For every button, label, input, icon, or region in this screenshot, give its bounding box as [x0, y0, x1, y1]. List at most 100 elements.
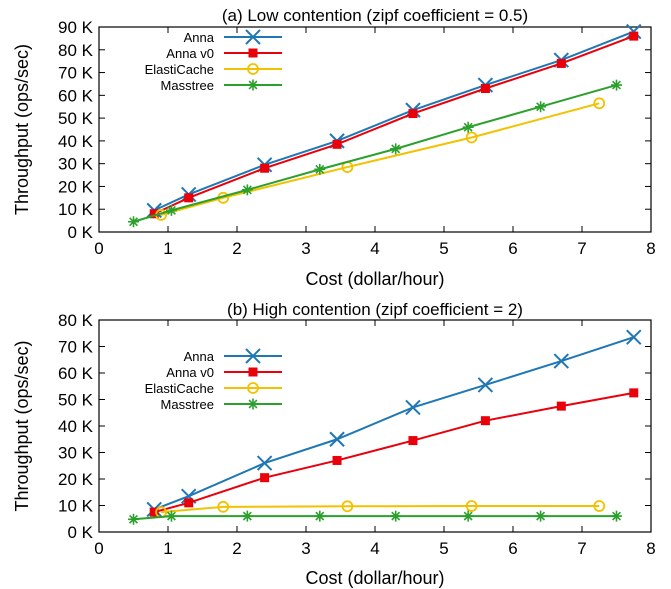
data-point — [462, 510, 474, 522]
legend-label: Anna v0 — [166, 365, 214, 380]
legend-swatch-marker — [248, 367, 258, 377]
x-tick-label: 4 — [370, 539, 379, 558]
series-anna-v0 — [149, 388, 639, 517]
data-point — [535, 510, 547, 522]
series-line — [133, 84, 617, 223]
data-point — [405, 399, 421, 416]
data-point — [626, 23, 642, 40]
x-tick-label: 8 — [646, 239, 655, 258]
data-point — [556, 401, 566, 411]
y-tick-label: 60 K — [58, 86, 94, 105]
data-point — [149, 507, 159, 517]
chart-title: (a) Low contention (zipf coefficient = 0… — [222, 6, 528, 25]
data-point — [260, 163, 270, 173]
data-point — [241, 510, 253, 522]
legend-swatch-marker — [248, 48, 258, 58]
data-point — [165, 510, 177, 522]
data-point — [128, 513, 139, 525]
series-masstree — [128, 510, 622, 525]
y-tick-label: 30 K — [58, 444, 94, 463]
data-point — [462, 121, 474, 133]
y-tick-label: 10 K — [58, 200, 94, 219]
data-point — [593, 97, 606, 110]
data-point — [480, 416, 490, 426]
legend-label: Masstree — [161, 78, 214, 93]
data-point — [149, 209, 159, 219]
legend-label: Anna — [184, 30, 215, 45]
legend-swatch-marker — [247, 79, 259, 91]
series-line — [153, 35, 635, 215]
legend-label: Anna — [184, 349, 215, 364]
data-point — [629, 31, 639, 41]
x-tick-label: 7 — [577, 239, 586, 258]
data-point — [217, 500, 230, 513]
panel-high-contention: (b) High contention (zipf coefficient = … — [12, 300, 656, 588]
data-point — [314, 163, 326, 175]
legend-swatch-marker — [247, 63, 259, 75]
data-point — [480, 84, 490, 93]
series-elasticache — [155, 97, 606, 221]
y-tick-label: 70 K — [58, 338, 94, 357]
x-tick-label: 7 — [577, 539, 586, 558]
x-tick-label: 6 — [508, 539, 517, 558]
data-point — [553, 353, 570, 369]
data-point — [260, 473, 270, 483]
data-point — [241, 184, 253, 196]
legend-swatch-marker — [245, 29, 261, 45]
legend-label: Masstree — [161, 397, 214, 412]
data-point — [535, 101, 547, 113]
y-tick-label: 0 K — [67, 223, 93, 242]
x-tick-label: 1 — [163, 239, 172, 258]
data-point — [477, 377, 494, 393]
y-tick-label: 0 K — [67, 523, 93, 542]
y-tick-label: 80 K — [58, 311, 94, 330]
x-tick-label: 0 — [94, 539, 103, 558]
series-line — [153, 336, 635, 511]
legend-swatch-marker — [247, 398, 259, 410]
data-point — [408, 109, 418, 119]
series-line — [133, 515, 617, 521]
data-point — [128, 216, 139, 228]
data-point — [332, 139, 342, 149]
x-tick-label: 2 — [232, 239, 241, 258]
series-line — [153, 30, 635, 212]
data-point — [256, 455, 273, 471]
data-point — [314, 510, 326, 522]
y-tick-label: 40 K — [58, 417, 94, 436]
x-tick-label: 5 — [439, 239, 448, 258]
data-point — [629, 388, 639, 398]
series-masstree — [128, 79, 622, 228]
series-elasticache — [155, 500, 606, 519]
data-point — [626, 329, 642, 345]
legend-label: ElastiCache — [145, 381, 214, 396]
x-tick-label: 2 — [232, 539, 241, 558]
x-tick-label: 5 — [439, 539, 448, 558]
x-tick-label: 6 — [508, 239, 517, 258]
y-tick-label: 20 K — [58, 470, 94, 489]
panel-low-contention: (a) Low contention (zipf coefficient = 0… — [12, 6, 656, 289]
data-point — [465, 131, 478, 144]
series-anna-v0 — [149, 31, 639, 219]
data-point — [332, 455, 342, 465]
x-axis-label: Cost (dollar/hour) — [305, 269, 444, 289]
data-point — [593, 500, 606, 512]
y-tick-label: 40 K — [58, 132, 94, 151]
plot-frame — [98, 319, 652, 533]
y-axis-label: Throughput (ops/sec) — [12, 44, 32, 215]
y-tick-label: 70 K — [58, 64, 94, 83]
y-tick-label: 30 K — [58, 155, 94, 174]
series-line — [161, 505, 600, 514]
x-tick-label: 0 — [94, 239, 103, 258]
x-tick-label: 3 — [301, 539, 310, 558]
data-point — [465, 500, 478, 512]
series-line — [153, 391, 634, 514]
y-tick-label: 10 K — [58, 497, 94, 516]
data-point — [165, 204, 177, 216]
data-point — [611, 510, 622, 522]
data-point — [611, 79, 622, 91]
x-tick-label: 4 — [370, 239, 379, 258]
x-axis-label: Cost (dollar/hour) — [305, 568, 444, 588]
legend-label: Anna v0 — [166, 46, 214, 61]
